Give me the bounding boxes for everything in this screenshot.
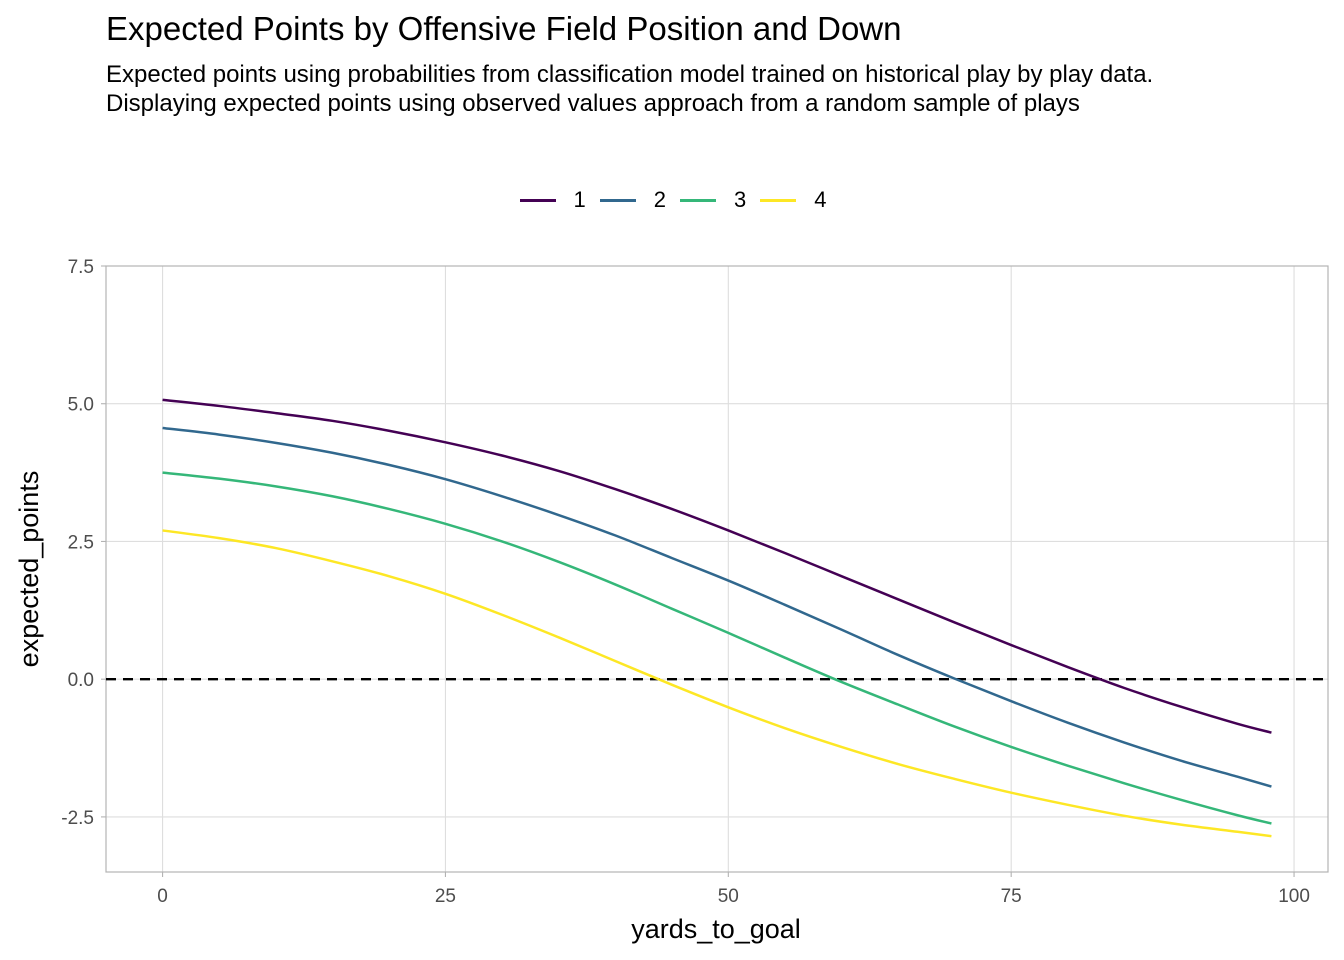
series-lines (162, 398, 1272, 838)
series-line-down-2 (162, 426, 1272, 788)
legend-label-down-2: 2 (653, 187, 666, 212)
x-axis-ticks: 0 25 50 75 100 (157, 872, 1310, 907)
y-axis-ticks: -2.5 0.0 2.5 5.0 7.5 (61, 257, 106, 829)
x-tick-label: 75 (1001, 886, 1022, 907)
y-tick-label: 5.0 (68, 395, 94, 416)
legend-key-down-1 (519, 198, 556, 202)
legend-item-down-1: 1 (518, 185, 586, 215)
y-axis-title: expected_points (14, 471, 44, 668)
legend-label-down-3: 3 (734, 187, 747, 212)
legend-label-down-1: 1 (573, 187, 586, 212)
x-tick-label: 50 (718, 886, 739, 907)
legend-key-down-4 (760, 198, 797, 202)
x-tick-label: 25 (435, 886, 456, 907)
legend-item-down-3: 3 (678, 185, 746, 215)
gridlines (106, 265, 1328, 872)
y-tick-label: 7.5 (68, 257, 94, 278)
x-axis-title: yards_to_goal (631, 914, 801, 944)
y-tick-label: 0.0 (68, 670, 94, 691)
legend-item-down-4: 4 (758, 185, 827, 215)
legend-key-down-2 (599, 198, 636, 202)
legend-item-down-2: 2 (598, 185, 666, 215)
legend-key-down-3 (680, 198, 716, 202)
plot-panel-border (105, 265, 1329, 873)
legend: 1 2 3 4 (0, 185, 1344, 215)
series-line-down-3 (162, 471, 1272, 825)
x-tick-label: 100 (1278, 886, 1310, 907)
series-line-down-1 (162, 398, 1272, 734)
y-tick-label: 2.5 (68, 532, 94, 553)
x-tick-label: 0 (157, 886, 168, 907)
chart-subtitle: Expected points using probabilities from… (106, 61, 1154, 117)
series-line-down-4 (162, 529, 1272, 838)
chart-title: Expected Points by Offensive Field Posit… (106, 10, 902, 47)
legend-label-down-4: 4 (814, 187, 827, 212)
y-tick-label: -2.5 (61, 808, 94, 829)
